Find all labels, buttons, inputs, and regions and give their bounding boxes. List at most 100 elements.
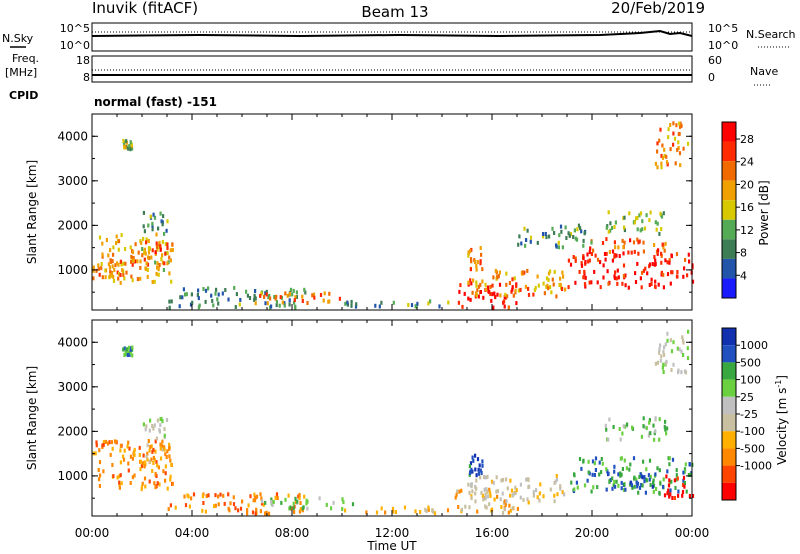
time-axis-label: Time UT bbox=[366, 539, 417, 553]
data-cell bbox=[214, 291, 217, 296]
data-cell bbox=[580, 261, 583, 266]
data-cell bbox=[270, 499, 273, 504]
data-cell bbox=[125, 270, 128, 275]
data-cell bbox=[587, 259, 590, 264]
data-cell bbox=[323, 291, 326, 296]
data-cell bbox=[644, 477, 647, 482]
data-cell bbox=[525, 238, 528, 242]
data-cell bbox=[630, 250, 633, 255]
data-cell bbox=[674, 161, 677, 166]
data-cell bbox=[166, 261, 169, 266]
data-patch bbox=[142, 417, 169, 441]
data-cell bbox=[146, 274, 149, 279]
data-cell bbox=[573, 473, 576, 478]
data-cell bbox=[145, 424, 148, 429]
data-cell bbox=[138, 453, 141, 457]
data-cell bbox=[469, 257, 473, 262]
data-cell bbox=[590, 240, 593, 245]
data-cell bbox=[615, 479, 618, 484]
data-cell bbox=[484, 282, 487, 287]
data-cell bbox=[678, 347, 681, 352]
data-cell bbox=[130, 142, 133, 147]
data-cell bbox=[613, 253, 616, 257]
data-cell bbox=[384, 510, 387, 515]
data-cell bbox=[168, 255, 171, 260]
data-cell bbox=[686, 141, 690, 146]
data-patch bbox=[130, 239, 169, 267]
data-cell bbox=[594, 253, 597, 258]
data-cell bbox=[496, 489, 500, 494]
data-cell bbox=[92, 276, 95, 281]
data-cell bbox=[318, 496, 321, 501]
data-cell bbox=[689, 472, 692, 477]
data-cell bbox=[140, 464, 143, 469]
colorbar-segment bbox=[722, 200, 736, 220]
data-cell bbox=[112, 245, 115, 250]
data-cell bbox=[474, 260, 477, 264]
data-cell bbox=[155, 245, 159, 250]
data-cell bbox=[269, 296, 272, 301]
data-cell bbox=[119, 473, 122, 478]
data-cell bbox=[565, 236, 568, 240]
colorbar-tick-label: 1000 bbox=[740, 339, 768, 352]
data-cell bbox=[467, 482, 470, 487]
velocity-colorbar-label-end: ] bbox=[775, 375, 789, 380]
data-cell bbox=[485, 505, 488, 510]
data-cell bbox=[302, 505, 305, 510]
data-cell bbox=[501, 510, 505, 515]
data-cell bbox=[685, 489, 688, 494]
data-cell bbox=[667, 135, 670, 140]
data-cell bbox=[123, 145, 126, 150]
data-cell bbox=[510, 289, 513, 294]
data-cell bbox=[478, 463, 481, 468]
data-cell bbox=[688, 259, 691, 264]
data-cell bbox=[669, 488, 672, 493]
data-cell bbox=[553, 269, 556, 274]
data-cell bbox=[216, 297, 219, 302]
data-cell bbox=[246, 508, 249, 513]
data-cell bbox=[649, 482, 652, 487]
data-cell bbox=[664, 258, 667, 263]
data-cell bbox=[254, 511, 257, 516]
data-cell bbox=[640, 285, 643, 290]
data-cell bbox=[253, 498, 257, 503]
data-cell bbox=[683, 469, 687, 474]
data-cell bbox=[667, 488, 670, 493]
data-cell bbox=[672, 121, 675, 126]
data-cell bbox=[505, 477, 508, 482]
data-cell bbox=[609, 478, 612, 482]
power-colorbar-label: Power [dB] bbox=[757, 180, 771, 245]
data-cell bbox=[523, 270, 526, 275]
data-cell bbox=[122, 347, 125, 352]
data-cell bbox=[145, 267, 148, 271]
data-cell bbox=[574, 280, 577, 285]
data-cell bbox=[653, 243, 656, 247]
data-cell bbox=[251, 510, 255, 515]
data-cell bbox=[475, 283, 478, 288]
x-tick-label: 00:00 bbox=[675, 526, 710, 540]
data-cell bbox=[210, 293, 213, 298]
data-cell bbox=[485, 287, 488, 292]
data-cell bbox=[626, 422, 629, 427]
data-cell bbox=[127, 461, 130, 466]
data-cell bbox=[643, 425, 646, 430]
data-cell bbox=[619, 437, 622, 442]
data-cell bbox=[666, 272, 670, 277]
data-cell bbox=[538, 491, 541, 496]
data-cell bbox=[662, 285, 665, 290]
data-cell bbox=[642, 424, 645, 429]
data-cell bbox=[663, 493, 667, 498]
data-cell bbox=[159, 244, 162, 249]
data-cell bbox=[569, 232, 573, 236]
data-cell bbox=[95, 268, 98, 273]
data-cell bbox=[660, 227, 663, 231]
data-cell bbox=[156, 265, 159, 270]
data-cell bbox=[274, 495, 277, 500]
data-cell bbox=[546, 283, 549, 288]
data-cell bbox=[414, 509, 417, 514]
colorbar-segment bbox=[722, 482, 736, 500]
data-patch bbox=[467, 246, 484, 272]
data-cell bbox=[477, 284, 481, 289]
y-tick-label: 4000 bbox=[57, 335, 88, 349]
data-cell bbox=[99, 473, 102, 478]
